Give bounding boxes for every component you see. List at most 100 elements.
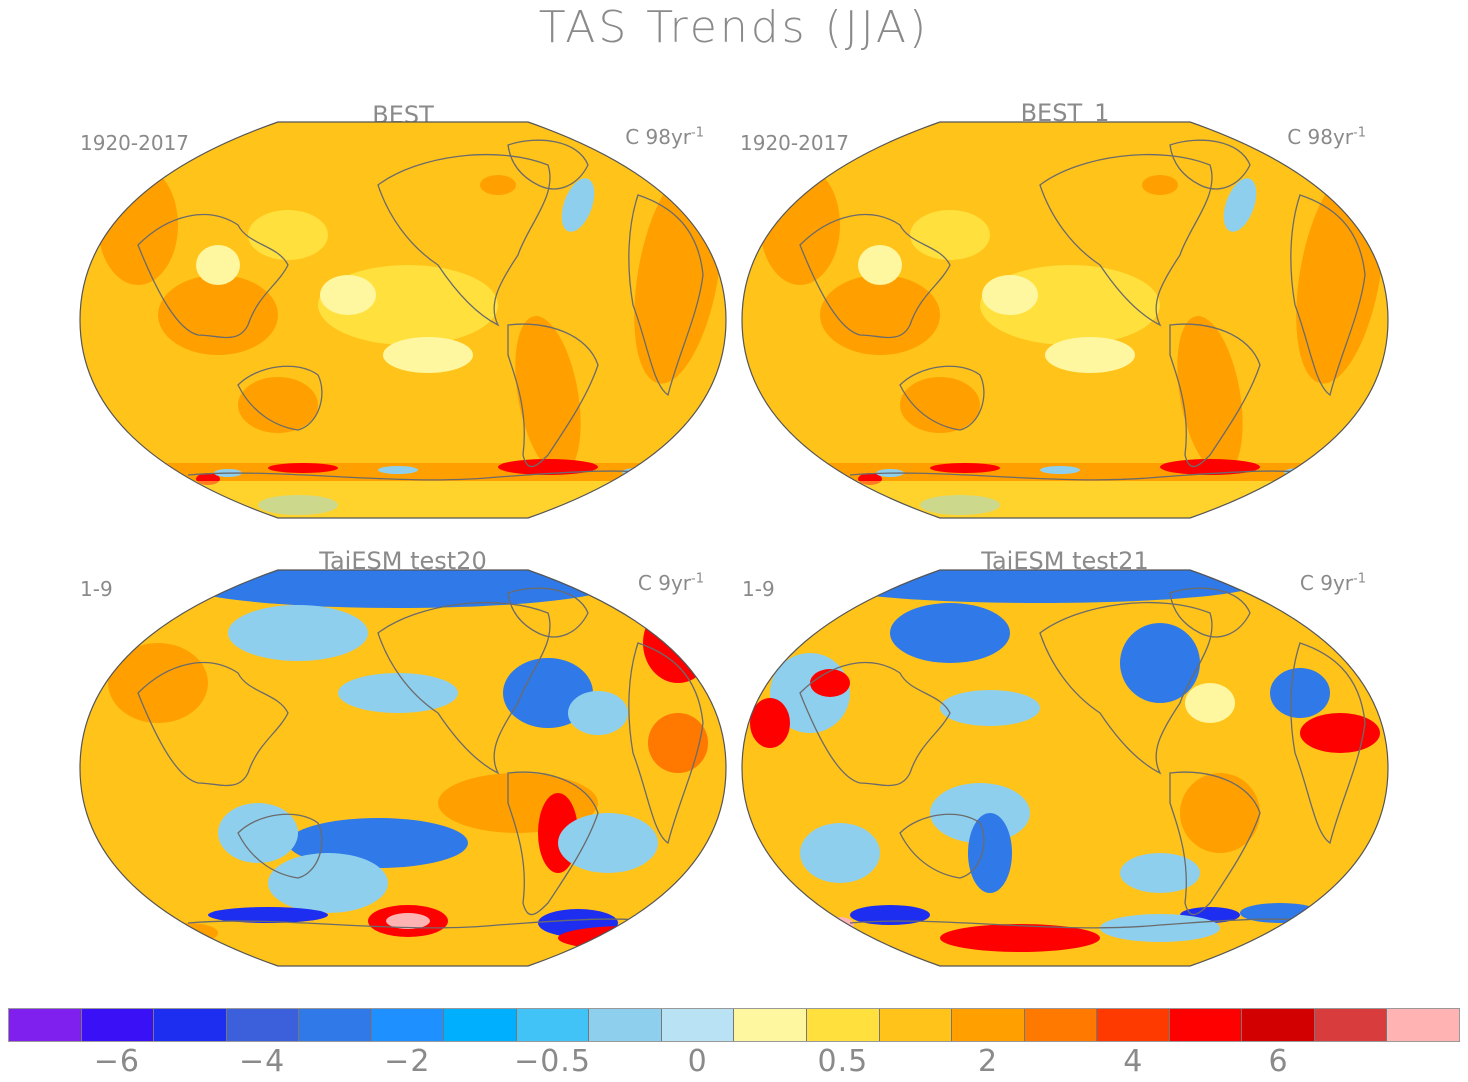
trend-field <box>742 122 1388 518</box>
trend-field-patch <box>940 690 1040 726</box>
greenland-outline <box>1169 139 1251 190</box>
north-america-outline <box>377 153 551 327</box>
australia-outline <box>899 813 985 879</box>
panel-units: C 98yr-1 <box>1287 125 1366 149</box>
trend-field-patch <box>1100 914 1220 942</box>
trend-field-patch <box>820 275 940 355</box>
trend-field-patch <box>648 713 708 773</box>
trend-field-patch <box>208 907 328 923</box>
map-border <box>79 569 727 967</box>
trend-field-patch <box>858 245 902 285</box>
north-america-outline <box>1039 153 1213 327</box>
colorbar-swatch <box>299 1009 372 1041</box>
colorbar-swatch <box>879 1009 953 1041</box>
trend-field <box>80 122 726 518</box>
south-america-outline <box>507 323 599 468</box>
trend-field-patch <box>378 466 418 474</box>
colorbar-tick-label: 6 <box>1268 1044 1289 1079</box>
colorbar-tick-label: 2 <box>978 1044 999 1079</box>
colorbar-swatch <box>589 1009 662 1041</box>
south-america-outline <box>1169 771 1261 916</box>
trend-field-patch <box>910 210 990 260</box>
trend-field-patch <box>900 377 980 433</box>
trend-field-patch <box>248 210 328 260</box>
trend-field-patch <box>268 853 388 913</box>
greenland-outline <box>507 139 589 190</box>
asia-outline <box>799 213 951 339</box>
trend-field-patch <box>1180 773 1260 853</box>
colorbar-swatch <box>516 1009 590 1041</box>
map-border <box>741 569 1389 967</box>
map-panel-taiesm-test21: TaiESM test21 1-9 C 9yr-1 <box>740 543 1390 973</box>
colorbar-tick-label: −2 <box>384 1044 431 1079</box>
trend-field-patch <box>1045 337 1135 373</box>
trend-field-patch <box>228 605 368 661</box>
trend-field-patch <box>196 245 240 285</box>
trend-field-patch <box>1160 459 1260 475</box>
trend-field-patch <box>383 337 473 373</box>
trend-field-patch <box>218 803 298 863</box>
world-map <box>79 121 727 519</box>
greenland-outline <box>1169 587 1251 638</box>
colorbar-swatch <box>371 1009 445 1041</box>
panel-period: 1-9 <box>742 577 775 601</box>
colorbar-tick-label: 0.5 <box>817 1044 869 1079</box>
antarctica-outline <box>849 918 1331 929</box>
colorbar-tick-label: −4 <box>238 1044 286 1079</box>
map-panel-taiesm-test20: TaiESM test20 1-9 C 9yr-1 <box>78 543 728 973</box>
asia-outline <box>137 661 289 787</box>
north-america-outline <box>377 601 551 775</box>
trend-field-patch <box>158 275 278 355</box>
colorbar-tick-label: −6 <box>93 1044 141 1079</box>
trend-field <box>742 570 1388 966</box>
colorbar-tick-label: −0.5 <box>514 1044 591 1079</box>
world-map <box>79 569 727 967</box>
trend-field-patch <box>561 178 595 232</box>
colorbar-swatch <box>1169 1009 1243 1041</box>
colorbar <box>8 1008 1460 1042</box>
trend-field-patch <box>320 275 376 315</box>
panel-period: 1920-2017 <box>80 131 190 155</box>
trend-field-patch <box>982 275 1038 315</box>
world-map <box>741 121 1389 519</box>
trend-field-patch <box>1142 175 1178 195</box>
trend-field <box>80 570 726 966</box>
colorbar-swatch <box>226 1009 300 1041</box>
africa-outline <box>628 194 704 397</box>
antarctica-outline <box>187 918 669 929</box>
map-border <box>741 121 1389 519</box>
map-panel-best: BEST 1920-2017 C 98yr-1 <box>78 95 728 525</box>
figure-title: TAS Trends (JJA) <box>538 2 930 53</box>
trend-field-patch <box>338 673 458 713</box>
asia-outline <box>799 661 951 787</box>
colorbar-swatch <box>734 1009 808 1041</box>
colorbar-swatch <box>9 1009 82 1041</box>
trend-field-patch <box>810 669 850 697</box>
south-america-outline <box>507 771 599 916</box>
panel-period: 1920-2017 <box>740 131 850 155</box>
africa-outline <box>1290 194 1366 397</box>
colorbar-swatch <box>661 1009 735 1041</box>
greenland-outline <box>507 587 589 638</box>
colorbar-swatch <box>444 1009 517 1041</box>
world-map <box>741 569 1389 967</box>
colorbar-swatch <box>952 1009 1025 1041</box>
asia-outline <box>137 213 289 339</box>
colorbar-swatch <box>1024 1009 1098 1041</box>
trend-field-patch <box>268 463 338 473</box>
trend-field-patch <box>568 691 628 735</box>
colorbar-swatch <box>154 1009 227 1041</box>
trend-field-patch <box>820 570 1260 603</box>
north-america-outline <box>1039 601 1213 775</box>
map-panel-best-1: BEST_1 1920-2017 C 98yr-1 <box>740 95 1390 525</box>
trend-field-patch <box>238 377 318 433</box>
trend-field-patch <box>498 459 598 475</box>
trend-field-patch <box>1120 623 1200 703</box>
trend-field-patch <box>750 698 790 748</box>
colorbar-swatch <box>1097 1009 1170 1041</box>
trend-field-patch <box>1177 316 1243 474</box>
panel-units: C 9yr-1 <box>1299 571 1366 595</box>
africa-outline <box>1290 642 1366 845</box>
trend-field-patch <box>643 603 713 683</box>
trend-field-patch <box>480 175 516 195</box>
